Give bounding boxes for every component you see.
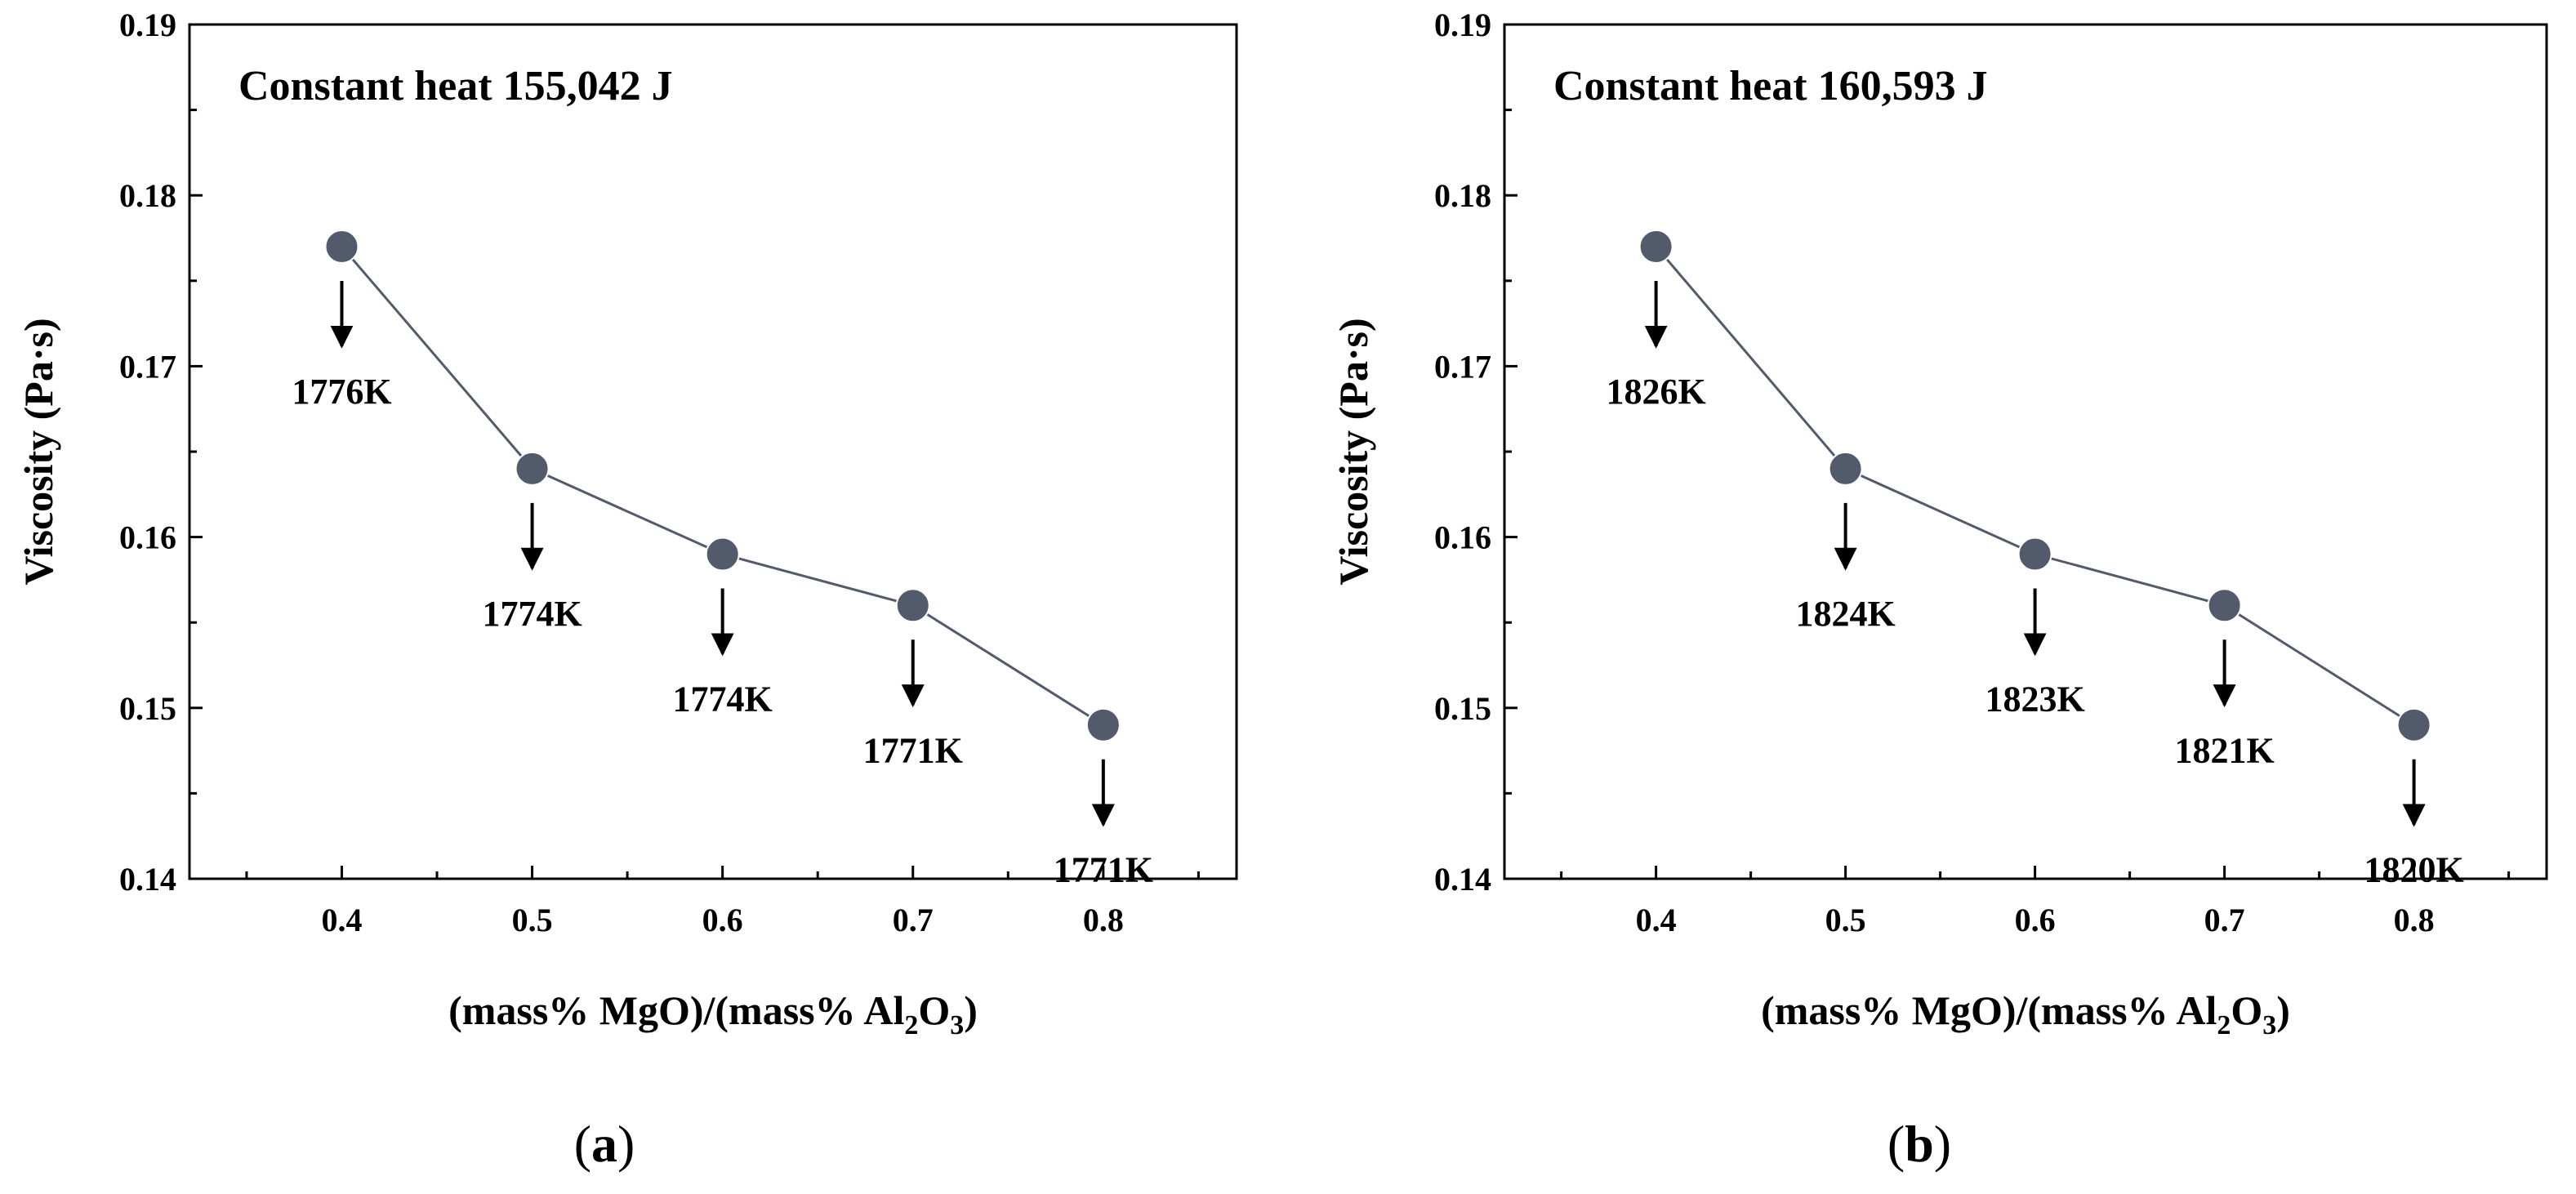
- x-tick-label: 0.8: [1083, 902, 1124, 938]
- point-annotation: 1771K: [863, 730, 963, 770]
- point-annotation: 1774K: [482, 594, 582, 634]
- data-point: [324, 229, 359, 264]
- x-tick-label: 0.4: [321, 902, 362, 938]
- x-tick-label: 0.4: [1636, 902, 1677, 938]
- chart-title: Constant heat 155,042 J: [238, 63, 673, 109]
- y-tick-label: 0.16: [119, 519, 176, 556]
- point-annotation: 1776K: [292, 372, 391, 412]
- x-tick-label: 0.7: [2204, 902, 2245, 938]
- y-tick-label: 0.16: [1434, 519, 1491, 556]
- panel-b: 0.14 0.15 0.16 0.17 0.18 0.19 0.4 0.5 0.6 0.7 0.8 C…: [1330, 7, 2548, 1173]
- chart-title: Constant heat 160,593 J: [1553, 63, 1988, 109]
- x-tick-label: 0.5: [512, 902, 553, 938]
- y-tick-label: 0.14: [119, 861, 176, 898]
- data-point: [1828, 451, 1863, 486]
- y-tick-label: 0.17: [1434, 348, 1491, 385]
- panel-label: (b): [1887, 1115, 1951, 1173]
- y-tick-label: 0.17: [119, 348, 176, 385]
- point-annotation: 1821K: [2174, 730, 2274, 770]
- y-axis-label: Viscosity (Pa·s): [1330, 318, 1376, 585]
- plot-frame: [188, 23, 1238, 880]
- y-tick-label: 0.18: [119, 177, 176, 214]
- y-tick-label: 0.15: [119, 690, 176, 727]
- data-point: [895, 588, 930, 623]
- point-annotation: 1771K: [1054, 850, 1153, 890]
- data-point: [2017, 537, 2052, 572]
- data-point: [515, 451, 550, 486]
- y-tick-label: 0.14: [1434, 861, 1491, 898]
- data-point: [1085, 707, 1121, 742]
- point-annotation: 1820K: [2364, 850, 2463, 890]
- y-tick-label: 0.19: [119, 7, 176, 43]
- x-tick-label: 0.6: [2015, 902, 2056, 938]
- panel-a: 0.14 0.15 0.16 0.17 0.18 0.19 0.4 0.5 0.6 0.7 0.8 C…: [16, 7, 1238, 1173]
- point-annotation: 1774K: [673, 679, 773, 720]
- x-tick-label: 0.5: [1825, 902, 1866, 938]
- point-annotation: 1823K: [1985, 679, 2084, 720]
- x-tick-label: 0.7: [893, 902, 934, 938]
- panel-label: (a): [574, 1115, 635, 1173]
- point-annotation: 1826K: [1606, 372, 1705, 412]
- y-tick-label: 0.19: [1434, 7, 1491, 43]
- y-tick-label: 0.15: [1434, 690, 1491, 727]
- x-axis-label: (mass% MgO)/(mass% Al2O3): [1761, 987, 2290, 1040]
- data-point: [705, 537, 740, 572]
- y-tick-label: 0.18: [1434, 177, 1491, 214]
- data-point: [2207, 588, 2242, 623]
- data-point: [2396, 707, 2431, 742]
- x-tick-label: 0.8: [2394, 902, 2435, 938]
- plot-frame: [1503, 23, 2548, 880]
- data-point: [1638, 229, 1674, 264]
- y-axis-label: Viscosity (Pa·s): [16, 318, 61, 585]
- x-tick-label: 0.6: [702, 902, 743, 938]
- point-annotation: 1824K: [1795, 594, 1895, 634]
- x-axis-label: (mass% MgO)/(mass% Al2O3): [448, 987, 978, 1040]
